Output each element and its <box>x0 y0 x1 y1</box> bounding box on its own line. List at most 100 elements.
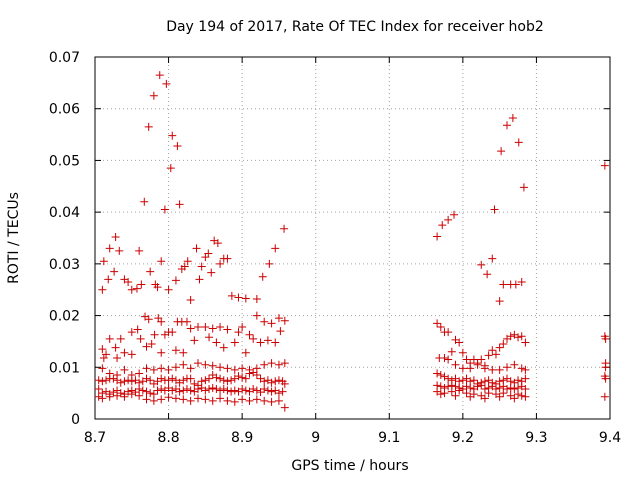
data-point <box>111 343 120 352</box>
data-point <box>466 392 475 401</box>
data-point <box>120 392 129 401</box>
data-point <box>260 317 269 326</box>
data-point <box>280 379 289 388</box>
y-tick-label: 0.03 <box>49 257 80 273</box>
data-point <box>194 359 202 368</box>
data-point <box>179 395 188 404</box>
data-point <box>162 79 171 88</box>
data-point <box>149 365 158 374</box>
data-point <box>183 257 192 266</box>
data-point <box>168 386 177 395</box>
data-point <box>164 365 173 374</box>
data-point <box>274 376 283 385</box>
data-point <box>223 364 232 373</box>
data-point <box>208 383 217 392</box>
data-point <box>98 394 107 403</box>
data-point <box>271 377 280 386</box>
data-point <box>120 348 129 357</box>
data-point <box>517 332 526 341</box>
data-point <box>497 147 506 156</box>
data-point <box>153 386 162 395</box>
data-point <box>521 392 530 401</box>
data-point <box>458 376 467 385</box>
data-point <box>146 389 155 398</box>
data-point <box>160 205 169 214</box>
data-point <box>104 275 113 284</box>
data-point <box>127 285 136 294</box>
data-point <box>440 353 449 362</box>
data-point <box>133 325 142 334</box>
data-point <box>245 330 254 339</box>
data-point <box>519 183 528 192</box>
data-point <box>197 377 206 386</box>
data-point <box>142 374 151 383</box>
data-point <box>451 391 460 400</box>
data-point <box>216 394 225 403</box>
data-point <box>499 340 508 349</box>
x-tick-labels: 8.7 8.8 8.9 9 9.1 9.2 9.3 9.4 <box>84 430 621 446</box>
data-point <box>436 390 445 399</box>
data-point <box>186 324 195 333</box>
data-point <box>278 387 287 396</box>
data-point <box>179 376 188 385</box>
data-point <box>234 372 243 381</box>
data-point <box>510 360 519 369</box>
data-point <box>201 376 210 385</box>
data-point <box>116 378 125 387</box>
data-point <box>146 376 155 385</box>
data-point <box>508 114 517 123</box>
data-point <box>94 376 103 385</box>
data-point <box>241 374 250 383</box>
data-point <box>109 388 118 397</box>
data-point <box>511 280 520 289</box>
data-point <box>451 382 460 391</box>
data-point <box>166 164 175 173</box>
plot-frame <box>94 56 611 420</box>
data-point <box>98 377 107 386</box>
data-point <box>168 374 177 383</box>
data-point <box>135 391 144 400</box>
data-point <box>258 272 267 281</box>
data-point <box>142 364 151 373</box>
data-point <box>260 360 269 369</box>
data-point <box>514 333 523 342</box>
data-point <box>168 131 177 140</box>
data-point <box>252 386 261 395</box>
data-point <box>436 322 445 331</box>
data-point <box>274 396 283 405</box>
data-point <box>245 396 254 405</box>
data-point <box>230 338 239 347</box>
data-point <box>208 324 217 333</box>
data-point <box>601 334 610 343</box>
data-point <box>230 386 239 395</box>
data-point <box>521 385 530 394</box>
data-point <box>135 385 144 394</box>
data-point <box>135 369 144 378</box>
data-point <box>510 394 519 403</box>
data-point <box>241 386 250 395</box>
data-point <box>179 360 188 369</box>
data-point <box>260 396 269 405</box>
data-point <box>227 376 236 385</box>
data-point <box>436 371 445 380</box>
x-tick-label: 8.9 <box>231 430 253 446</box>
data-point <box>462 389 471 398</box>
data-point <box>182 385 191 394</box>
data-point <box>157 317 166 326</box>
data-point <box>444 328 453 337</box>
data-point <box>256 338 265 347</box>
data-point <box>216 322 225 331</box>
data-point <box>201 386 210 395</box>
data-point <box>197 262 206 271</box>
data-point <box>182 317 191 326</box>
data-point <box>144 315 153 324</box>
chart-title: Day 194 of 2017, Rate Of TEC Index for r… <box>166 19 544 35</box>
y-tick-label: 0.01 <box>49 360 80 376</box>
data-point <box>164 285 173 294</box>
data-point <box>249 385 258 394</box>
data-point <box>455 338 464 347</box>
data-point <box>241 294 250 303</box>
data-point <box>135 246 144 255</box>
data-point <box>438 221 447 230</box>
